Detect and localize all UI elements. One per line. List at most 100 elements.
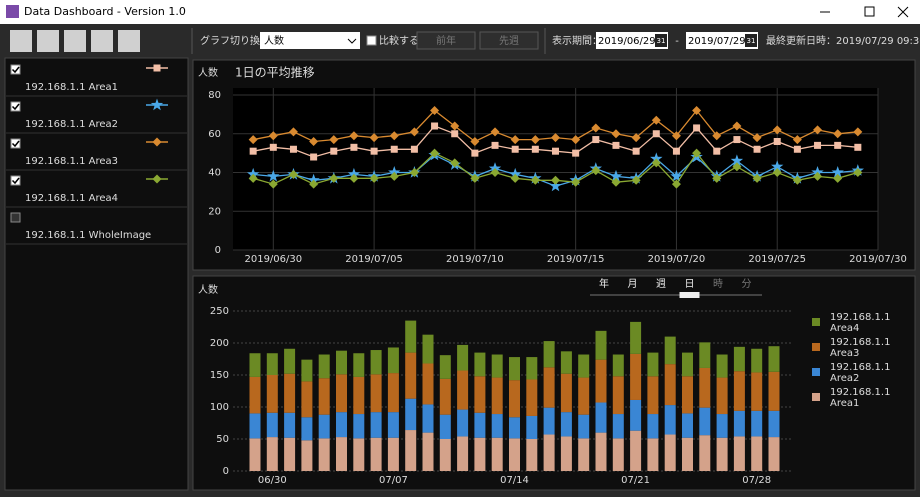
end-date[interactable] bbox=[686, 32, 758, 49]
sidebar-checkbox[interactable] bbox=[10, 212, 21, 223]
bar-segment bbox=[630, 353, 642, 400]
app-icon bbox=[6, 5, 19, 18]
bar-segment bbox=[284, 373, 296, 413]
bar-segment bbox=[509, 438, 520, 471]
bar-segment bbox=[474, 437, 486, 471]
data-point bbox=[591, 166, 601, 176]
data-point bbox=[612, 141, 620, 149]
check-mark bbox=[11, 103, 20, 111]
bar-segment bbox=[318, 414, 330, 439]
select-arrow bbox=[347, 38, 357, 44]
graph-select[interactable] bbox=[260, 32, 360, 49]
bar-segment bbox=[647, 376, 659, 415]
data-point bbox=[389, 171, 399, 181]
bar-segment bbox=[491, 414, 503, 438]
data-point bbox=[752, 173, 762, 183]
data-point bbox=[430, 148, 440, 158]
time-unit[interactable]: 週 bbox=[656, 278, 666, 290]
bar-segment bbox=[284, 437, 296, 471]
csv-button[interactable] bbox=[118, 30, 140, 52]
sidebar-checkbox[interactable] bbox=[10, 138, 21, 149]
y-tick-label: 50 bbox=[216, 434, 229, 445]
data-point bbox=[712, 173, 722, 183]
bar-segment bbox=[336, 350, 347, 375]
bar-segment bbox=[422, 404, 434, 433]
prev-year-button[interactable] bbox=[416, 31, 476, 50]
x-tick-label: 2019/06/30 bbox=[244, 254, 302, 265]
x-tick-label: 2019/07/10 bbox=[446, 254, 504, 265]
bar-segment bbox=[612, 354, 624, 377]
close[interactable] bbox=[897, 6, 909, 18]
bar-segment bbox=[560, 412, 572, 437]
data-point bbox=[752, 133, 762, 143]
last-updated: 最終更新日時：2019/07/29 09:30 bbox=[766, 34, 920, 47]
data-point bbox=[531, 145, 539, 153]
bar-segment bbox=[266, 437, 278, 471]
bar-segment bbox=[733, 410, 745, 437]
data-point bbox=[307, 173, 320, 186]
data-point bbox=[248, 173, 258, 183]
time-unit[interactable]: 月 bbox=[628, 278, 638, 290]
bar-segment bbox=[612, 414, 624, 439]
data-point bbox=[329, 135, 339, 145]
bar-segment bbox=[439, 414, 451, 439]
data-point bbox=[631, 175, 641, 185]
data-point bbox=[650, 152, 663, 165]
data-point bbox=[389, 131, 399, 141]
sidebar-checkbox[interactable] bbox=[10, 101, 21, 112]
bar-segment bbox=[422, 432, 434, 471]
bar-segment bbox=[664, 336, 676, 365]
prev-year-label: 前年 bbox=[436, 34, 456, 47]
data-point bbox=[330, 147, 338, 155]
time-unit[interactable]: 年 bbox=[599, 277, 609, 290]
bar-segment bbox=[526, 357, 538, 380]
calendar-icon[interactable] bbox=[655, 34, 667, 47]
start-date[interactable] bbox=[596, 32, 668, 49]
data-point bbox=[854, 143, 862, 151]
data-point bbox=[409, 127, 419, 137]
bar-segment bbox=[370, 412, 382, 438]
bar-segment bbox=[716, 354, 728, 378]
time-unit[interactable]: 分 bbox=[742, 278, 752, 290]
bar-segment bbox=[716, 414, 728, 438]
time-slider-thumb[interactable] bbox=[679, 292, 700, 298]
bar-segment bbox=[560, 351, 572, 374]
toolbar: グラフ切り換え： 人数 比較する 前年 先週 表示期間： 2019/06/29 … bbox=[10, 28, 920, 54]
sidebar-checkbox[interactable] bbox=[10, 175, 21, 186]
bar-segment bbox=[733, 346, 745, 372]
data-point bbox=[772, 125, 782, 135]
data-point bbox=[549, 179, 562, 192]
sidebar-checkbox[interactable] bbox=[10, 64, 21, 75]
calendar-icon[interactable] bbox=[745, 34, 757, 47]
data-point bbox=[267, 169, 280, 182]
period-label: 表示期間： bbox=[552, 34, 602, 47]
compare-checkbox[interactable] bbox=[366, 35, 377, 46]
bar-segment bbox=[353, 414, 365, 439]
x-tick-label: 2019/07/15 bbox=[547, 254, 605, 265]
sidebar-item-label: 192.168.1.1 Area2 bbox=[25, 119, 118, 130]
y-tick-label: 100 bbox=[210, 402, 229, 413]
time-unit[interactable]: 時 bbox=[713, 278, 723, 290]
bar-segment bbox=[509, 357, 520, 381]
data-point bbox=[511, 145, 519, 153]
legend-label: 192.168.1.1 Area1 bbox=[830, 387, 890, 409]
bar-segment bbox=[491, 377, 503, 415]
data-point bbox=[772, 168, 782, 177]
data-point bbox=[247, 167, 260, 180]
y-tick-label: 200 bbox=[210, 338, 229, 349]
bar-segment bbox=[595, 432, 607, 471]
time-unit[interactable]: 日 bbox=[685, 279, 695, 290]
data-point bbox=[288, 127, 298, 137]
end-date-value: 2019/07/29 bbox=[688, 36, 746, 47]
prev-week-button[interactable] bbox=[479, 31, 539, 50]
refresh-button[interactable] bbox=[10, 30, 32, 52]
maximize[interactable] bbox=[864, 6, 875, 17]
bar-segment bbox=[266, 353, 278, 375]
bar-segment bbox=[387, 347, 399, 374]
export-button[interactable] bbox=[91, 30, 113, 52]
data-point bbox=[853, 168, 863, 177]
data-point bbox=[470, 137, 480, 146]
bar-segment bbox=[266, 375, 278, 413]
settings-button[interactable] bbox=[37, 30, 59, 52]
edit-button[interactable] bbox=[64, 30, 86, 52]
